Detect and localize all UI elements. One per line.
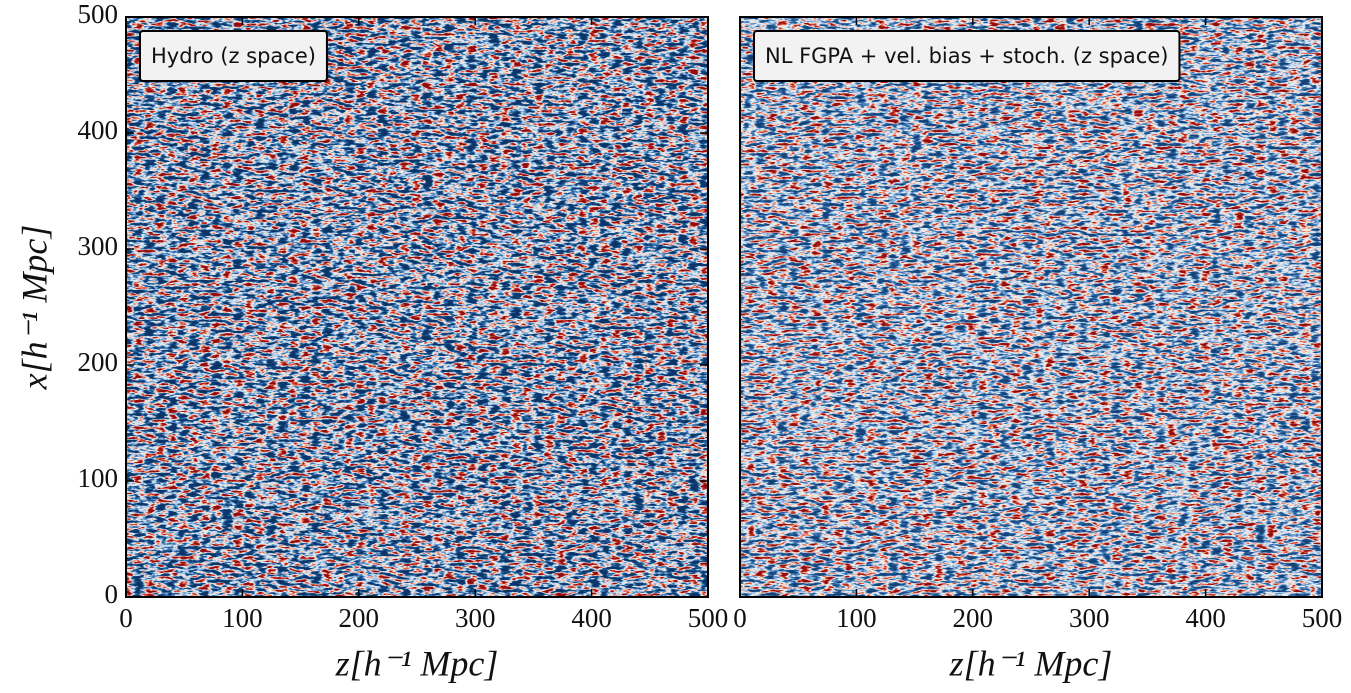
y-tick-label: 100 xyxy=(78,463,119,493)
density-field xyxy=(740,17,1322,597)
plot-frame xyxy=(125,16,709,598)
legend-text: Hydro (z space) xyxy=(151,44,316,68)
plot-frame xyxy=(739,16,1323,598)
y-tick-label: 300 xyxy=(78,231,119,261)
x-tick-label: 500 xyxy=(688,603,729,633)
x-tick-label: 200 xyxy=(953,603,994,633)
panel: 0 100 200 300 400 500 z[h⁻¹ Mpc] NL FGPA + vel.… xyxy=(733,16,1343,683)
y-tick-label: 200 xyxy=(78,347,119,377)
x-tick-label: 400 xyxy=(571,603,612,633)
density-field xyxy=(126,17,708,597)
legend-text: NL FGPA + vel. bias + stoch. (z space) xyxy=(765,44,1168,68)
x-tick-label: 300 xyxy=(1069,603,1110,633)
x-tick-label: 400 xyxy=(1185,603,1226,633)
x-axis-label: z[h⁻¹ Mpc] xyxy=(335,643,499,683)
panel: 0 100 200 300 400 500 0 100 200 300 400 500 z[h⁻¹ Mp… xyxy=(14,0,728,683)
x-tick-label: 300 xyxy=(455,603,496,633)
x-tick-label: 100 xyxy=(836,603,877,633)
x-tick-label: 100 xyxy=(222,603,263,633)
x-tick-label: 200 xyxy=(339,603,380,633)
x-axis-label: z[h⁻¹ Mpc] xyxy=(949,643,1113,683)
y-tick-label: 0 xyxy=(105,579,119,609)
x-tick-label: 0 xyxy=(733,603,747,633)
legend-box xyxy=(139,30,328,82)
legend-box xyxy=(753,30,1181,82)
x-tick-label: 500 xyxy=(1302,603,1343,633)
y-tick-label: 500 xyxy=(78,0,119,29)
x-tick-label: 0 xyxy=(119,603,133,633)
y-axis-label: x[h⁻¹ Mpc] xyxy=(14,225,54,391)
y-tick-label: 400 xyxy=(78,115,119,145)
